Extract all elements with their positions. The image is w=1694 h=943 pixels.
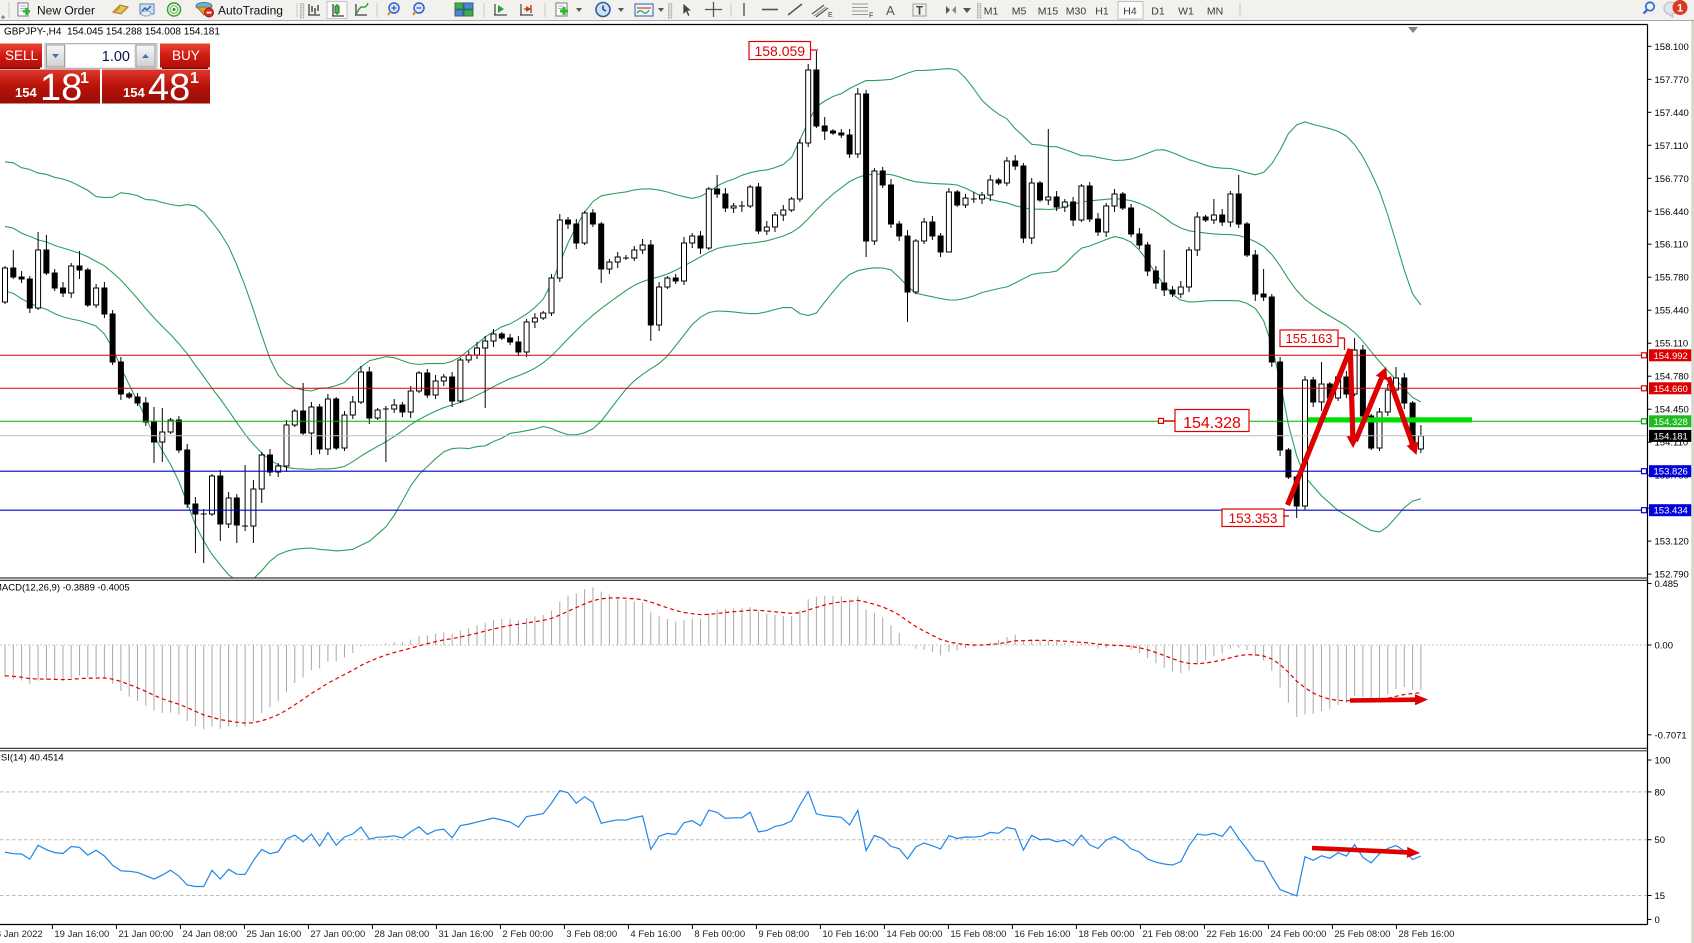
svg-text:15: 15 (1655, 891, 1666, 902)
svg-text:153.120: 153.120 (1655, 537, 1689, 548)
svg-text:16 Feb 16:00: 16 Feb 16:00 (1014, 929, 1070, 940)
svg-text:156.110: 156.110 (1655, 240, 1689, 251)
svg-text:SELL: SELL (5, 48, 39, 63)
svg-text:W1: W1 (1178, 6, 1194, 18)
svg-text:D1: D1 (1151, 6, 1165, 18)
svg-text:154: 154 (123, 85, 145, 100)
svg-text:158.059: 158.059 (754, 43, 805, 59)
svg-text:4 Feb 16:00: 4 Feb 16:00 (630, 929, 681, 940)
svg-text:22 Feb 16:00: 22 Feb 16:00 (1206, 929, 1262, 940)
svg-text:T: T (916, 6, 923, 18)
svg-text:153.353: 153.353 (1229, 511, 1278, 526)
svg-text:F: F (869, 13, 873, 20)
svg-text:154.328: 154.328 (1183, 415, 1241, 432)
svg-text:154.450: 154.450 (1655, 405, 1689, 416)
svg-text:H4: H4 (1123, 6, 1137, 18)
svg-text:155.163: 155.163 (1286, 331, 1333, 346)
svg-text:21 Jan 00:00: 21 Jan 00:00 (118, 929, 173, 940)
svg-text:19 Jan 16:00: 19 Jan 16:00 (54, 929, 109, 940)
svg-text:3 Feb 08:00: 3 Feb 08:00 (566, 929, 617, 940)
svg-text:2 Feb 00:00: 2 Feb 00:00 (502, 929, 553, 940)
svg-text:31 Jan 16:00: 31 Jan 16:00 (438, 929, 493, 940)
svg-text:1: 1 (80, 70, 89, 87)
svg-text:9 Feb 08:00: 9 Feb 08:00 (758, 929, 809, 940)
svg-text:154.110: 154.110 (1655, 438, 1689, 449)
svg-text:A: A (886, 3, 895, 18)
svg-text:155.110: 155.110 (1655, 339, 1689, 350)
svg-text:14 Feb 00:00: 14 Feb 00:00 (886, 929, 942, 940)
svg-text:153.826: 153.826 (1654, 467, 1688, 478)
svg-text:BUY: BUY (172, 48, 200, 63)
svg-text:MACD(12,26,9) -0.3889 -0.4005: MACD(12,26,9) -0.3889 -0.4005 (0, 583, 130, 594)
svg-text:GBPJPY-,H4 154.045 154.288 15: GBPJPY-,H4 154.045 154.288 154.008 154.1… (4, 27, 220, 38)
svg-text:80: 80 (1655, 787, 1666, 798)
svg-text:48: 48 (148, 67, 190, 109)
svg-text:M15: M15 (1038, 6, 1059, 18)
svg-text:1: 1 (190, 70, 199, 87)
svg-text:155.440: 155.440 (1655, 306, 1689, 317)
svg-text:M1: M1 (984, 6, 999, 18)
svg-text:0.00: 0.00 (1655, 641, 1674, 652)
svg-text:154: 154 (15, 85, 37, 100)
svg-text:157.770: 157.770 (1655, 75, 1689, 86)
svg-text:M5: M5 (1012, 6, 1027, 18)
svg-text:18 Feb 00:00: 18 Feb 00:00 (1078, 929, 1134, 940)
svg-text:27 Jan 00:00: 27 Jan 00:00 (310, 929, 365, 940)
svg-text:50: 50 (1655, 835, 1666, 846)
svg-text:RSI(14) 40.4514: RSI(14) 40.4514 (0, 753, 64, 764)
svg-text:154.660: 154.660 (1654, 384, 1688, 395)
svg-text:157.440: 157.440 (1655, 108, 1689, 119)
svg-text:24 Feb 00:00: 24 Feb 00:00 (1270, 929, 1326, 940)
svg-text:100: 100 (1655, 756, 1671, 767)
svg-text:152.790: 152.790 (1655, 570, 1689, 581)
svg-text:AutoTrading: AutoTrading (218, 4, 283, 18)
svg-text:E: E (828, 12, 833, 19)
svg-text:0.485: 0.485 (1655, 579, 1679, 590)
svg-text:8 Feb 00:00: 8 Feb 00:00 (694, 929, 745, 940)
svg-text:New Order: New Order (37, 4, 95, 18)
svg-text:1: 1 (1677, 3, 1683, 15)
svg-text:0: 0 (1655, 915, 1660, 926)
svg-text:25 Feb 08:00: 25 Feb 08:00 (1334, 929, 1390, 940)
svg-text:154.181: 154.181 (1654, 431, 1688, 442)
svg-text:H1: H1 (1095, 6, 1109, 18)
svg-text:158.100: 158.100 (1655, 42, 1689, 53)
svg-text:-0.7071: -0.7071 (1655, 730, 1687, 741)
svg-text:28 Feb 16:00: 28 Feb 16:00 (1398, 929, 1454, 940)
svg-text:156.440: 156.440 (1655, 207, 1689, 218)
svg-text:154.992: 154.992 (1654, 351, 1688, 362)
svg-text:25 Jan 16:00: 25 Jan 16:00 (246, 929, 301, 940)
svg-text:157.110: 157.110 (1655, 141, 1689, 152)
svg-text:10 Feb 16:00: 10 Feb 16:00 (822, 929, 878, 940)
svg-text:155.780: 155.780 (1655, 273, 1689, 284)
svg-text:18 Jan 2022: 18 Jan 2022 (0, 929, 43, 940)
svg-text:M30: M30 (1066, 6, 1087, 18)
svg-text:28 Jan 08:00: 28 Jan 08:00 (374, 929, 429, 940)
svg-text:15 Feb 08:00: 15 Feb 08:00 (950, 929, 1006, 940)
svg-text:18: 18 (40, 67, 82, 109)
svg-text:24 Jan 08:00: 24 Jan 08:00 (182, 929, 237, 940)
svg-text:156.770: 156.770 (1655, 174, 1689, 185)
svg-text:153.434: 153.434 (1654, 506, 1688, 517)
svg-text:154.780: 154.780 (1655, 372, 1689, 383)
svg-text:21 Feb 08:00: 21 Feb 08:00 (1142, 929, 1198, 940)
svg-text:1.00: 1.00 (102, 49, 130, 65)
svg-text:154.328: 154.328 (1654, 417, 1688, 428)
svg-text:MN: MN (1207, 6, 1223, 18)
